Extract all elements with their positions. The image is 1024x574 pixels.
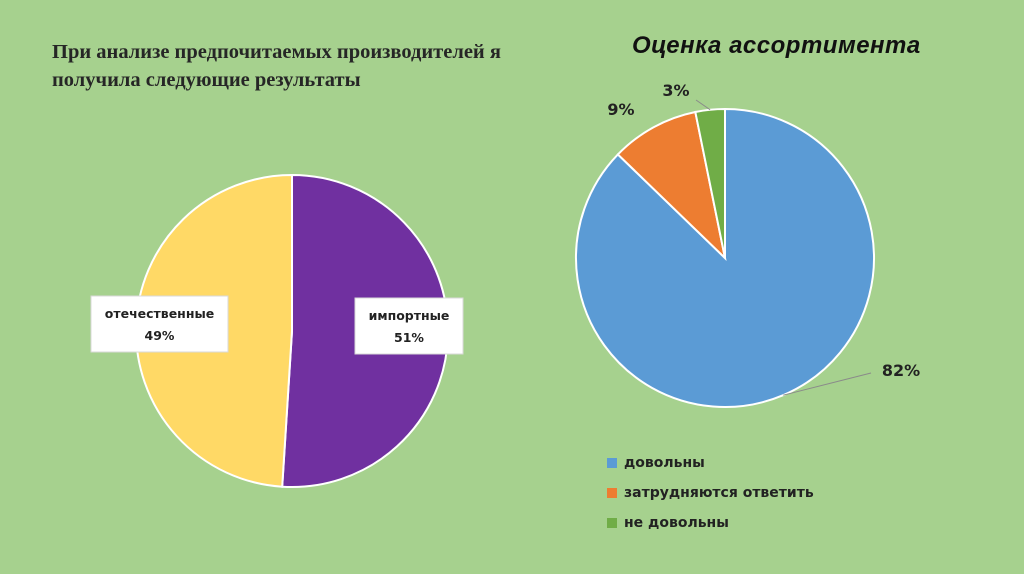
pie2-data-label-2: 3% [662, 81, 689, 100]
legend-label-dissatisfied: не довольны [624, 515, 729, 531]
legend-swatch-satisfied [607, 458, 617, 468]
legend: довольны затрудняются ответить не доволь… [607, 448, 814, 538]
legend-swatch-dissatisfied [607, 518, 617, 528]
legend-item-satisfied: довольны [607, 448, 814, 478]
pie1-import-label-name: импортные [369, 308, 450, 323]
pie2-leader-line-0 [783, 372, 872, 396]
legend-item-undecided: затрудняются ответить [607, 478, 814, 508]
chart-title-assortment: Оценка ассортимента [632, 32, 921, 59]
intro-text: При анализе предпочитаемых производителе… [52, 41, 501, 91]
pie1-domestic-label-name: отечественные [105, 306, 214, 321]
pie2-slice-1 [616, 110, 727, 261]
pie2-data-label-0: 82% [882, 361, 920, 380]
pie1-import-label-value: 51% [394, 330, 424, 345]
legend-label-undecided: затрудняются ответить [624, 485, 814, 501]
pie1-domestic-label-value: 49% [145, 328, 175, 343]
pie2-data-label-1: 9% [607, 100, 634, 119]
legend-swatch-undecided [607, 488, 617, 498]
pie1-import-label-box [354, 297, 464, 355]
pie2-leader-line-2 [695, 99, 711, 111]
legend-label-satisfied: довольны [624, 455, 705, 471]
legend-item-dissatisfied: не довольны [607, 508, 814, 538]
pie1-domestic-label-box [90, 295, 229, 353]
